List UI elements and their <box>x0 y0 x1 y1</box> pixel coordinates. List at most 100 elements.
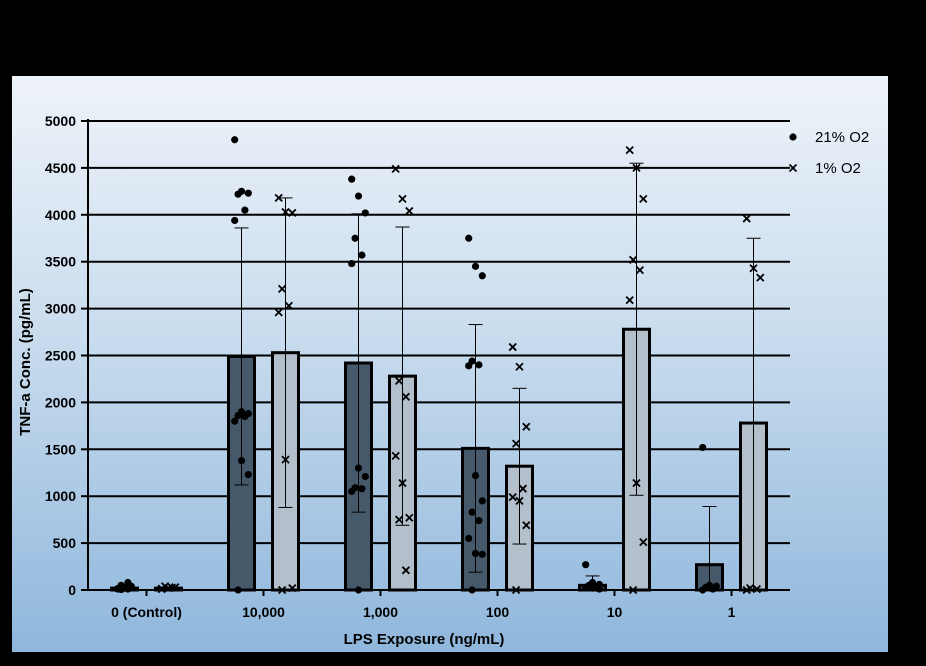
data-point <box>405 513 414 522</box>
data-point <box>756 273 765 282</box>
x-tick-label: 1,000 <box>363 604 398 620</box>
data-point <box>405 206 414 216</box>
data-point <box>361 472 369 481</box>
y-tick-label: 3000 <box>45 301 76 317</box>
data-point <box>231 136 239 144</box>
data-point <box>277 284 287 294</box>
data-point <box>468 508 476 516</box>
y-tick-label: 500 <box>53 535 77 551</box>
data-point <box>582 583 590 591</box>
data-point <box>471 471 480 480</box>
data-point <box>401 566 411 575</box>
y-tick-label: 0 <box>68 582 76 598</box>
data-point <box>398 194 407 203</box>
data-point <box>639 538 648 547</box>
data-point <box>625 145 634 155</box>
legend-label-21-o2: 21% O2 <box>815 129 869 146</box>
data-point <box>508 493 517 502</box>
x-tick-label: 1 <box>728 604 736 620</box>
data-point <box>471 262 480 270</box>
data-point <box>465 534 473 543</box>
data-point <box>508 342 517 352</box>
data-point <box>231 417 239 425</box>
data-point <box>475 516 483 525</box>
legend-marker-21-o2 <box>789 133 797 141</box>
y-tick-label: 3500 <box>45 254 76 270</box>
data-point <box>522 521 531 530</box>
bars <box>110 327 768 592</box>
y-tick-label: 2500 <box>45 348 76 364</box>
data-point <box>478 497 486 505</box>
data-point <box>244 471 252 479</box>
data-point <box>478 272 486 280</box>
data-point <box>354 192 363 200</box>
data-point <box>742 214 751 223</box>
data-point <box>354 464 363 472</box>
data-point <box>358 485 366 493</box>
data-point <box>231 216 239 225</box>
data-point <box>749 264 758 273</box>
x-tick-label: 100 <box>486 604 510 620</box>
data-point <box>348 175 356 183</box>
data-point <box>478 550 486 558</box>
data-point <box>582 561 590 569</box>
data-point <box>518 484 528 493</box>
data-point <box>465 362 473 370</box>
y-tick-label: 1500 <box>45 441 76 457</box>
legend-marker-1-o2 <box>788 163 798 173</box>
x-axis-title: LPS Exposure (ng/mL) <box>344 631 505 648</box>
data-point <box>465 234 473 242</box>
data-point <box>515 362 524 371</box>
data-point <box>522 422 531 431</box>
data-point <box>639 194 648 203</box>
data-point <box>398 478 407 488</box>
data-point <box>391 451 400 461</box>
data-point <box>361 209 369 217</box>
y-tick-label: 4500 <box>45 160 76 176</box>
data-point <box>635 266 645 275</box>
data-point <box>281 455 290 464</box>
grid-lines <box>88 120 790 545</box>
data-point <box>348 259 356 268</box>
data-point <box>471 549 480 558</box>
data-point <box>475 361 483 369</box>
y-tick-label: 2000 <box>45 394 76 410</box>
tnf-bar-chart: 0 500 1000 1500 2000 2500 3000 3500 4000 4500 5000… <box>17 113 869 648</box>
legend: 21% O2 1% O2 <box>788 129 869 177</box>
y-tick-label: 1000 <box>45 488 76 504</box>
y-tick-label: 4000 <box>45 207 76 223</box>
data-point <box>351 234 359 242</box>
data-point <box>274 193 283 203</box>
y-axis-title: TNF-a Conc. (pg/mL) <box>17 288 34 435</box>
data-point <box>699 443 707 452</box>
data-point <box>394 515 404 524</box>
data-point <box>237 456 246 465</box>
data-point <box>241 412 249 421</box>
tick-labels: 0 500 1000 1500 2000 2500 3000 3500 4000 4500 5000… <box>45 113 736 620</box>
axes <box>81 119 790 596</box>
data-point <box>632 478 641 488</box>
chart-panel: 0 500 1000 1500 2000 2500 3000 3500 4000 4500 5000… <box>12 76 888 652</box>
x-tick-label: 0 (Control) <box>111 604 182 620</box>
data-point <box>632 163 641 173</box>
data-point <box>284 301 294 310</box>
data-point <box>241 206 249 214</box>
legend-label-1-o2: 1% O2 <box>815 160 861 177</box>
data-point <box>288 208 297 218</box>
data-point <box>394 376 404 385</box>
data-points <box>114 136 765 595</box>
data-point <box>391 164 400 173</box>
y-tick-label: 5000 <box>45 113 76 129</box>
data-point <box>515 496 524 506</box>
x-tick-label: 10,000 <box>242 604 285 620</box>
data-point <box>625 296 634 305</box>
data-point <box>281 207 290 217</box>
data-point <box>274 308 283 317</box>
x-tick-label: 10 <box>607 604 623 620</box>
data-point <box>348 487 356 496</box>
data-point <box>234 411 242 420</box>
data-point <box>628 255 638 264</box>
data-point <box>511 439 521 448</box>
data-point <box>234 190 242 198</box>
data-point <box>401 392 411 401</box>
